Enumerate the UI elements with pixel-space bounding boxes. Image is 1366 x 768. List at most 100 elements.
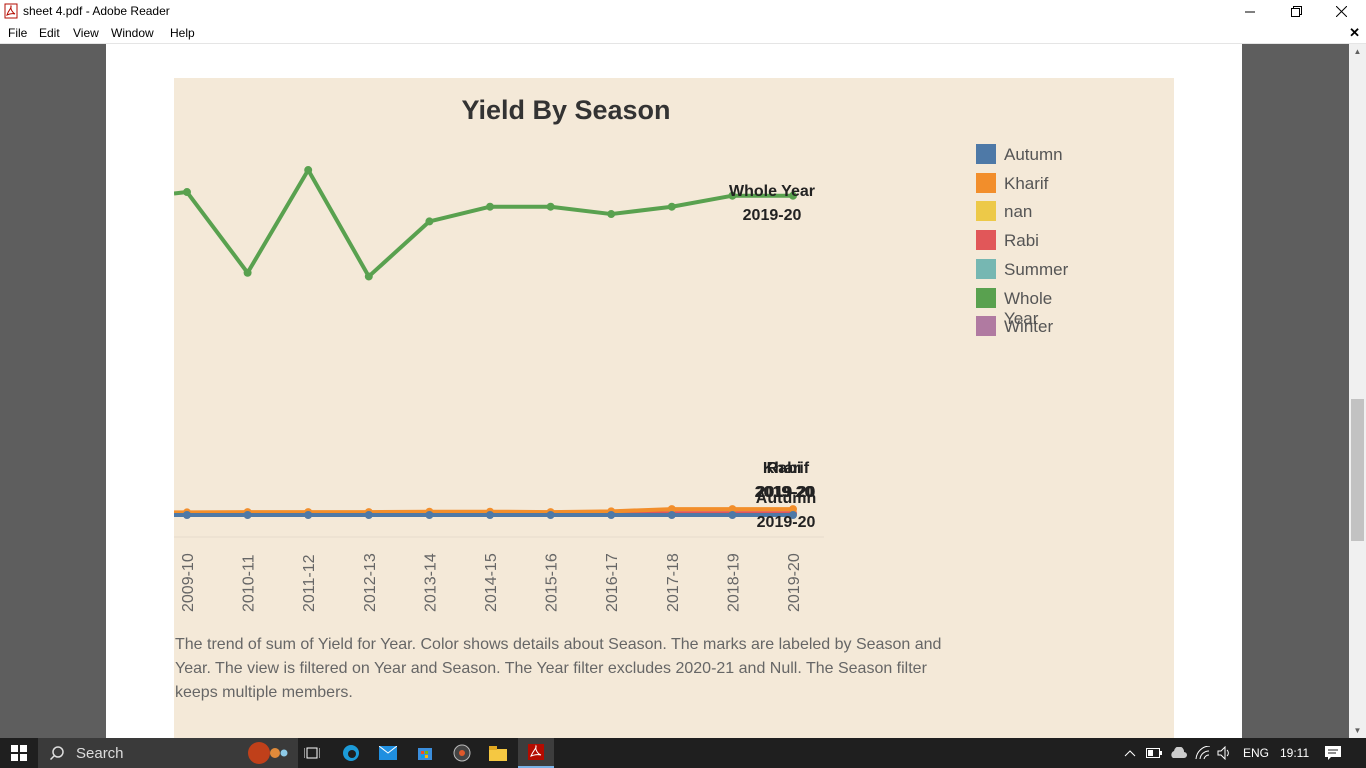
document-viewer: Yield By Season 2009-10 2010-11 2011-12 201…: [0, 44, 1349, 738]
store-button[interactable]: [412, 738, 438, 768]
search-icon: [50, 746, 64, 760]
store-icon: [418, 748, 432, 760]
dashboard-sheet: Yield By Season 2009-10 2010-11 2011-12 201…: [174, 78, 1174, 738]
x-tick-label: 2013-14: [422, 553, 439, 612]
point-whole-year-2012-13: [364, 272, 373, 281]
point-autumn-2013-14: [425, 511, 434, 519]
battery-icon: [1146, 748, 1162, 758]
window-title: sheet 4.pdf - Adobe Reader: [23, 4, 170, 18]
restore-button[interactable]: [1273, 0, 1319, 23]
x-tick-label: 2011-12: [301, 554, 318, 612]
close-document-icon[interactable]: ✕: [1349, 25, 1360, 40]
minimize-button[interactable]: [1227, 0, 1273, 23]
legend-label: nan: [1004, 202, 1033, 222]
annotation-autumn: Autumn: [756, 490, 816, 507]
point-kharif-2019-20: [789, 505, 797, 514]
point-whole-year-2009-10: [183, 188, 191, 197]
point-whole-year-2010-11: [243, 268, 252, 277]
legend-swatch: [976, 201, 996, 222]
language-indicator[interactable]: ENG: [1243, 746, 1270, 760]
yield-chart: Yield By Season 2009-10 2010-11 2011-12 201…: [174, 95, 824, 612]
onedrive-button[interactable]: [1168, 738, 1188, 768]
point-autumn-2015-16: [546, 511, 555, 519]
start-button[interactable]: [0, 738, 38, 768]
menu-help[interactable]: Help: [170, 26, 195, 40]
point-autumn-2014-15: [486, 511, 494, 519]
annotation-autumn: 2019-20: [757, 514, 816, 531]
legend-swatch: [976, 287, 996, 308]
edge-icon: [343, 745, 359, 761]
file-explorer-button[interactable]: [485, 738, 511, 768]
point-whole-year-2013-14: [425, 217, 434, 226]
action-center-button[interactable]: [1320, 738, 1346, 768]
point-autumn-2019-20: [789, 511, 797, 519]
media-icon: [453, 744, 471, 762]
point-autumn-2009-10: [183, 511, 191, 519]
legend: Autumn Kharif nan Rabi Summer Whole Year Winte…: [976, 144, 1166, 344]
adobe-reader-icon: [4, 3, 18, 19]
title-bar: sheet 4.pdf - Adobe Reader: [0, 0, 1366, 23]
taskbar-search[interactable]: Search: [38, 738, 298, 768]
scroll-down-icon[interactable]: ▼: [1353, 726, 1362, 735]
legend-swatch: [976, 230, 996, 251]
menu-view[interactable]: View: [73, 26, 99, 40]
cloud-icon: [1171, 747, 1187, 758]
clock[interactable]: 19:11: [1280, 746, 1310, 760]
close-button[interactable]: [1318, 0, 1364, 23]
legend-swatch: [976, 144, 996, 164]
task-view-button[interactable]: [298, 738, 326, 768]
speaker-icon: [1217, 746, 1229, 760]
x-axis: 2009-10 2010-11 2011-12 2012-13 2013-14 2014-…: [174, 536, 824, 612]
point-autumn-2010-11: [243, 511, 252, 519]
annotation-kharif: 2019-20: [757, 484, 816, 501]
adobe-reader-icon: [528, 744, 544, 760]
plot-area: [174, 166, 797, 519]
point-autumn-2018-19: [728, 511, 737, 519]
scroll-up-icon[interactable]: ▲: [1353, 47, 1362, 56]
folder-icon: [489, 745, 507, 761]
vertical-scrollbar[interactable]: ▲ ▼: [1349, 44, 1366, 738]
mail-icon: [379, 746, 397, 760]
point-whole-year-2016-17: [607, 210, 616, 219]
show-hidden-icons-button[interactable]: [1120, 738, 1140, 768]
menu-window[interactable]: Window: [111, 26, 154, 40]
scroll-thumb[interactable]: [1351, 399, 1364, 541]
x-tick-label: 2016-17: [604, 553, 621, 612]
legend-label: Whole Year: [1004, 288, 1053, 328]
point-whole-year-2018-19: [728, 191, 737, 200]
legend-label: Summer: [1004, 259, 1069, 279]
annotation-kharif: Kharif: [763, 460, 810, 477]
taskbar: Search ENG 19:11: [0, 738, 1366, 768]
annotations: Whole Year 2019-20 Kharif 2019-20 Rabi 2019-2…: [729, 183, 816, 531]
point-autumn-2016-17: [607, 511, 616, 519]
volume-button[interactable]: [1215, 738, 1235, 768]
annotation-whole-year: 2019-20: [743, 207, 802, 224]
minimize-icon: [1245, 11, 1255, 12]
point-whole-year-2015-16: [546, 202, 555, 211]
adobe-reader-taskbar-button[interactable]: [518, 738, 554, 768]
mail-button[interactable]: [375, 738, 401, 768]
x-tick-label: 2019-20: [786, 553, 803, 612]
chart-caption: The trend of sum of Yield for Year. Colo…: [175, 636, 942, 701]
x-tick-label: 2017-18: [665, 553, 682, 612]
pdf-page: Yield By Season 2009-10 2010-11 2011-12 201…: [106, 44, 1242, 738]
media-app-button[interactable]: [449, 738, 475, 768]
x-tick-label: 2010-11: [241, 554, 258, 612]
search-highlight-icon: [248, 742, 288, 764]
task-view-icon: [304, 747, 320, 759]
menu-edit[interactable]: Edit: [39, 26, 60, 40]
menu-file[interactable]: File: [8, 26, 28, 40]
legend-label: Autumn: [1004, 145, 1063, 164]
legend-swatch: [976, 172, 996, 193]
restore-icon: [1290, 6, 1302, 17]
point-whole-year-2014-15: [486, 202, 494, 211]
series-line-kharif: [174, 507, 793, 515]
legend-label: Rabi: [1004, 231, 1039, 251]
wifi-button[interactable]: [1193, 738, 1213, 768]
close-icon: [1335, 6, 1347, 17]
edge-button[interactable]: [338, 738, 364, 768]
point-kharif-2017-18: [667, 505, 676, 514]
point-autumn-2012-13: [364, 511, 373, 519]
notification-icon: [1325, 746, 1341, 760]
battery-button[interactable]: [1144, 738, 1164, 768]
